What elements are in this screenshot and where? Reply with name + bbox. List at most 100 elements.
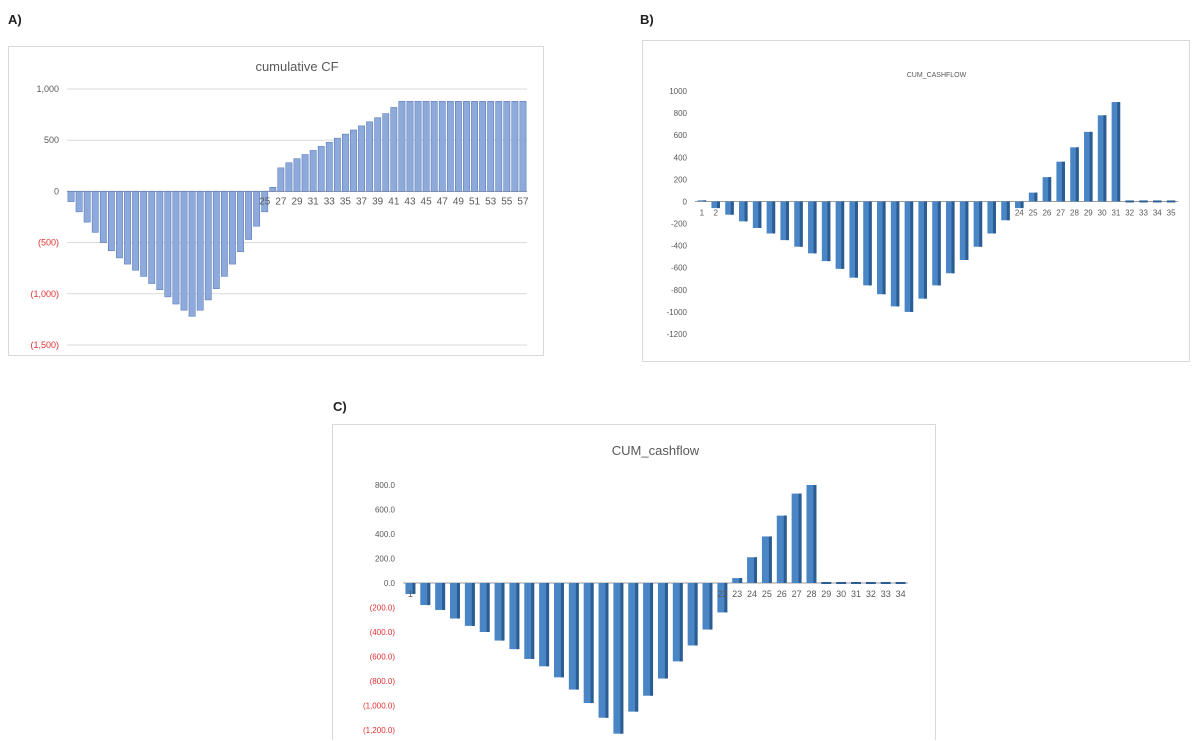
x-tick-label: 41	[388, 196, 400, 207]
bar	[132, 191, 139, 271]
x-tick-label: 28	[806, 589, 816, 599]
y-tick-label: 1000	[669, 87, 687, 96]
bar	[253, 191, 261, 227]
x-tick-label: 30	[836, 589, 846, 599]
chart-title: cumulative CF	[255, 59, 338, 74]
bar-side	[868, 201, 872, 286]
y-tick-label: 0	[54, 186, 59, 196]
bar-side	[620, 583, 624, 734]
bar	[83, 191, 91, 223]
bar	[702, 583, 713, 630]
x-tick-label: 27	[792, 589, 802, 599]
bar-side	[841, 201, 845, 269]
bar	[366, 121, 374, 192]
bar	[107, 191, 115, 252]
bar	[463, 101, 470, 192]
bar	[643, 583, 654, 696]
y-tick-label: -200	[671, 220, 688, 229]
bar	[495, 101, 503, 192]
bar	[333, 137, 341, 192]
x-tick-label: 51	[469, 196, 481, 207]
bar-side	[937, 201, 941, 286]
x-tick-label: 28	[1070, 208, 1079, 217]
bar	[628, 583, 639, 712]
x-tick-label: 32	[866, 589, 876, 599]
bar	[791, 493, 802, 583]
bar	[325, 141, 333, 192]
panel-label-a: A)	[8, 12, 22, 27]
bar	[212, 191, 220, 289]
bar	[836, 582, 847, 584]
bar	[405, 583, 416, 595]
bar	[725, 201, 734, 215]
bar	[1153, 200, 1162, 203]
bar	[75, 191, 83, 213]
bar	[1111, 102, 1121, 202]
bar-side	[412, 583, 416, 595]
bar	[237, 191, 244, 253]
y-tick-label: -600	[671, 264, 688, 273]
x-tick-label: 39	[372, 196, 384, 207]
bar	[1070, 147, 1079, 202]
bar	[509, 583, 520, 650]
y-tick-label: -400	[671, 242, 688, 251]
bar-side	[1034, 192, 1038, 202]
bar	[164, 191, 172, 298]
bar	[358, 125, 365, 192]
bar	[865, 582, 876, 584]
bar-side	[590, 583, 594, 704]
bar-side	[560, 583, 564, 678]
bar	[91, 191, 99, 233]
bar	[877, 201, 886, 295]
bar-side	[827, 201, 831, 262]
bar	[583, 583, 594, 704]
bar	[422, 101, 430, 192]
x-tick-label: 24	[1015, 208, 1024, 217]
y-tick-label: 800.0	[375, 481, 396, 490]
bar	[204, 191, 212, 301]
bar	[430, 101, 438, 192]
bar-side	[799, 201, 803, 247]
x-tick-label: 34	[1153, 208, 1162, 217]
bar	[821, 201, 831, 262]
x-tick-label: 45	[421, 196, 433, 207]
bar	[1084, 131, 1093, 202]
panel-label-b: B)	[640, 12, 654, 27]
bar-side	[758, 201, 762, 228]
y-tick-label: (1,200.0)	[363, 726, 395, 735]
chart-title: CUM_cashflow	[612, 443, 700, 458]
x-tick-label: 43	[404, 196, 416, 207]
bar	[285, 162, 293, 192]
bar	[1028, 192, 1038, 202]
bar	[851, 582, 861, 584]
bar	[116, 191, 123, 259]
x-tick-label: 2	[713, 208, 718, 217]
bar-side	[754, 557, 758, 583]
x-tick-label: 33	[1139, 208, 1148, 217]
bar	[196, 191, 204, 311]
bar-side	[605, 583, 609, 718]
bar-side	[979, 201, 983, 247]
bar-side	[486, 583, 490, 632]
bar	[342, 133, 349, 192]
x-tick-label: 31	[308, 196, 320, 207]
x-tick-label: 33	[881, 589, 891, 599]
bar	[766, 201, 776, 234]
bar-side	[783, 515, 787, 583]
bar-side	[650, 583, 654, 696]
bar	[494, 583, 505, 641]
bar-side	[813, 201, 817, 254]
bar-side	[923, 201, 927, 299]
bar-side	[896, 201, 900, 307]
bar	[317, 146, 325, 192]
bar-side	[785, 201, 789, 241]
bar	[794, 201, 803, 247]
bar	[450, 583, 460, 619]
x-tick-label: 26	[1042, 208, 1051, 217]
bar-side	[1089, 131, 1093, 202]
bar-side	[724, 583, 728, 613]
x-tick-label: 26	[777, 589, 787, 599]
bar	[732, 578, 743, 583]
bar-side	[1103, 115, 1107, 202]
y-tick-label: (200.0)	[370, 604, 396, 613]
